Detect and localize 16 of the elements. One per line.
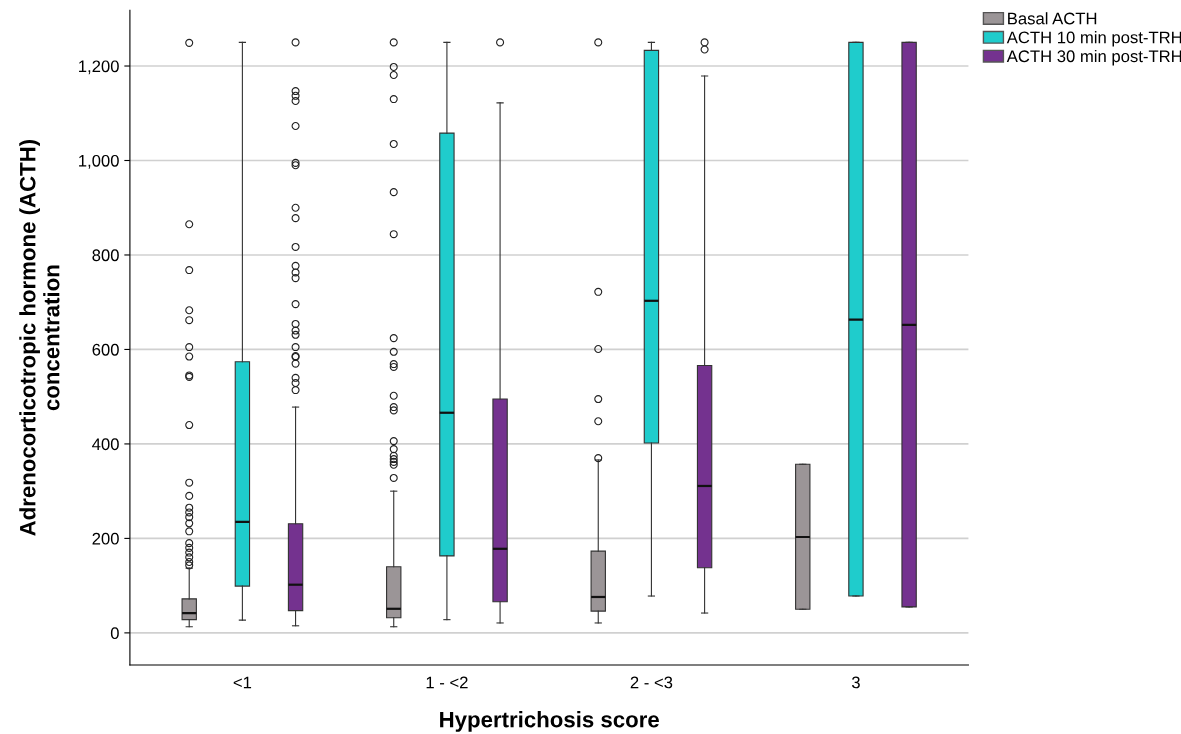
- y-tick-label: 800: [92, 249, 119, 262]
- x-axis-title: Hypertrichosis score: [440, 711, 659, 732]
- y-tick-label: 1,200: [79, 60, 119, 75]
- y-axis-title: Adrenocorticotropic hormone (ACTH) concentration: [19, 139, 60, 536]
- x-tick-label: 1 - <2: [426, 676, 468, 689]
- y-tick-label: 400: [92, 438, 119, 451]
- legend-label: ACTH 30 min post-TRH: [1006, 49, 1181, 66]
- legend-label: ACTH 10 min post-TRH: [1006, 31, 1181, 47]
- legend-label: Basal ACTH: [1008, 12, 1097, 25]
- x-tick-label: <1: [233, 676, 252, 689]
- y-tick-label: 0: [110, 627, 119, 640]
- x-tick-label: 3: [851, 676, 860, 689]
- y-tick-label: 600: [92, 343, 119, 356]
- y-tick-label: 1,000: [79, 154, 119, 169]
- y-tick-label: 200: [92, 532, 119, 545]
- x-tick-label: 2 - <3: [630, 676, 673, 689]
